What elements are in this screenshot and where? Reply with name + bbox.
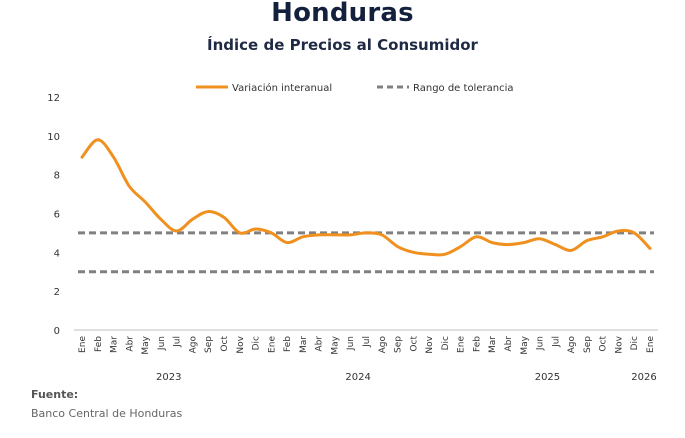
x-tick-label: Sep xyxy=(204,336,214,353)
x-tick-label: Dic xyxy=(252,336,262,350)
x-tick-label: Dic xyxy=(630,336,640,350)
legend-label-rango: Rango de tolerancia xyxy=(413,83,513,94)
y-tick-label: 8 xyxy=(54,171,60,182)
x-tick-label: Mar xyxy=(299,336,309,353)
x-tick-label: Jul xyxy=(362,336,372,348)
x-tick-label: Jun xyxy=(157,336,167,351)
y-tick-label: 6 xyxy=(54,210,60,221)
y-tick-label: 2 xyxy=(54,287,60,298)
x-tick-label: Ago xyxy=(567,336,577,354)
x-tick-label: Ago xyxy=(188,336,198,354)
series-line-variacion xyxy=(80,138,652,257)
x-tick-label: Feb xyxy=(472,336,482,352)
x-tick-label: Jul xyxy=(551,336,561,348)
chart-subtitle: Índice de Precios al Consumidor xyxy=(207,36,478,54)
x-tick-label: Sep xyxy=(583,336,593,353)
x-tick-label: Abr xyxy=(315,336,325,352)
tolerance-bands xyxy=(78,231,654,274)
legend: Variación interanual Rango de tolerancia xyxy=(196,82,513,94)
x-tick-label: Dic xyxy=(441,336,451,350)
x-tick-label: Ene xyxy=(646,336,656,353)
x-axis: Ene Feb Mar Abr May Jun Jul Ago Sep Oct Nov Dic Ene F… xyxy=(78,335,657,383)
source-value: Banco Central de Honduras xyxy=(31,407,183,420)
x-tick-label: Abr xyxy=(125,336,135,352)
y-tick-label: 10 xyxy=(47,132,60,143)
series-lines xyxy=(80,138,652,257)
y-tick-label: 0 xyxy=(54,326,60,337)
x-tick-label: Feb xyxy=(283,336,293,352)
x-tick-label: Sep xyxy=(394,336,404,353)
x-tick-label: Nov xyxy=(614,335,624,353)
x-tick-label: May xyxy=(141,335,151,354)
source-label: Fuente: xyxy=(31,388,79,401)
year-label: 2026 xyxy=(631,372,656,383)
x-tick-label: Jul xyxy=(173,336,183,348)
year-label: 2023 xyxy=(156,372,181,383)
x-tick-label: Nov xyxy=(236,335,246,353)
year-label: 2025 xyxy=(535,372,560,383)
x-tick-label: Oct xyxy=(220,336,230,352)
y-tick-label: 12 xyxy=(47,93,60,104)
x-tick-label: Feb xyxy=(94,336,104,352)
legend-label-variacion: Variación interanual xyxy=(232,82,332,94)
x-tick-label: Ene xyxy=(457,336,467,353)
x-tick-label: May xyxy=(520,335,530,354)
x-tick-label: Mar xyxy=(488,336,498,353)
year-label: 2024 xyxy=(345,372,370,383)
x-tick-label: Ene xyxy=(267,336,277,353)
x-tick-label: Jun xyxy=(346,336,356,351)
x-tick-label: Oct xyxy=(409,336,419,352)
x-tick-label: Oct xyxy=(599,336,609,352)
y-axis: 0 2 4 6 8 10 12 xyxy=(47,93,60,337)
x-tick-label: Jun xyxy=(536,336,546,351)
y-tick-label: 4 xyxy=(54,248,60,259)
x-tick-label: Abr xyxy=(504,336,514,352)
x-tick-label: Ago xyxy=(378,336,388,354)
x-tick-label: Nov xyxy=(425,335,435,353)
x-tick-label: May xyxy=(330,335,340,354)
chart-title: Honduras xyxy=(271,0,414,28)
x-tick-label: Mar xyxy=(110,336,120,353)
x-tick-label: Ene xyxy=(78,336,88,353)
